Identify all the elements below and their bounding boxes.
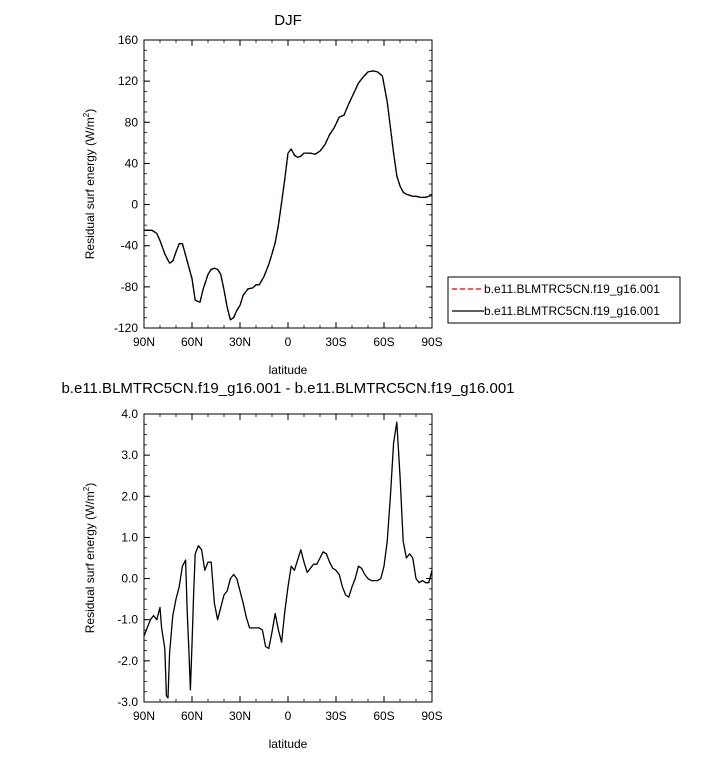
y-tick-label: -40 (121, 239, 139, 253)
axis-ticks: 90N 60N 30N 0 30S 60S 90S -3.0 -2.0 -1.0 0.0 1.0 2.0… (117, 407, 442, 723)
legend-box (447, 276, 681, 324)
x-tick-label: 30N (229, 709, 251, 723)
x-tick-label: 30S (325, 335, 346, 349)
y-tick-label: -80 (121, 280, 139, 294)
plot-frame (143, 413, 433, 703)
y-axis-title: Residual surf energy (W/m2) (82, 483, 97, 634)
legend: b.e11.BLMTRC5CN.f19_g16.001 b.e11.BLMTRC… (447, 276, 681, 324)
x-tick-label: 90S (421, 335, 442, 349)
x-tick-label: 90S (421, 709, 442, 723)
x-tick-label: 60N (181, 709, 203, 723)
chart-title: DJF (274, 12, 302, 29)
y-tick-label: -1.0 (117, 613, 138, 627)
chart-title: b.e11.BLMTRC5CN.f19_g16.001 - b.e11.BLMT… (61, 380, 514, 397)
axis-ticks: 90N 60N 30N 0 30S 60S 90S -120 -80 -40 0 40 80 120 160 (114, 33, 443, 349)
legend-label-2: b.e11.BLMTRC5CN.f19_g16.001 (484, 304, 660, 318)
x-axis-title: latitude (269, 737, 308, 751)
series-line-1 (144, 70, 433, 321)
x-tick-label: 30S (325, 709, 346, 723)
y-tick-label: 0.0 (121, 572, 138, 586)
x-tick-label: 0 (285, 335, 292, 349)
difference-chart: b.e11.BLMTRC5CN.f19_g16.001 - b.e11.BLMT… (61, 380, 514, 751)
y-tick-label: 0 (131, 198, 138, 212)
x-tick-label: 60N (181, 335, 203, 349)
y-tick-label: 80 (125, 115, 139, 129)
x-axis-title: latitude (269, 363, 308, 377)
y-tick-label: 40 (125, 156, 139, 170)
series-layer (143, 421, 433, 699)
series-line-0 (143, 421, 433, 699)
x-tick-label: 60S (373, 709, 394, 723)
x-tick-label: 30N (229, 335, 251, 349)
x-tick-label: 90N (133, 709, 155, 723)
y-tick-label: 1.0 (121, 530, 138, 544)
y-tick-label: 160 (118, 33, 138, 47)
djf-chart: DJF 90N 60N 30N 0 30S 60S 90S -120 -80 -40 0 40 80 12… (82, 12, 443, 377)
y-tick-label: 120 (118, 74, 138, 88)
y-tick-label: -120 (114, 321, 138, 335)
series-line-0 (144, 70, 433, 321)
y-tick-label: -3.0 (117, 695, 138, 709)
x-tick-label: 0 (285, 709, 292, 723)
y-axis-title: Residual surf energy (W/m2) (82, 109, 97, 260)
x-tick-label: 60S (373, 335, 394, 349)
x-tick-label: 90N (133, 335, 155, 349)
y-tick-label: -2.0 (117, 654, 138, 668)
legend-label-1: b.e11.BLMTRC5CN.f19_g16.001 (484, 282, 660, 296)
plot-frame (143, 39, 433, 329)
y-tick-label: 3.0 (121, 448, 138, 462)
series-layer (144, 70, 433, 321)
y-tick-label: 2.0 (121, 489, 138, 503)
y-tick-label: 4.0 (121, 407, 138, 421)
